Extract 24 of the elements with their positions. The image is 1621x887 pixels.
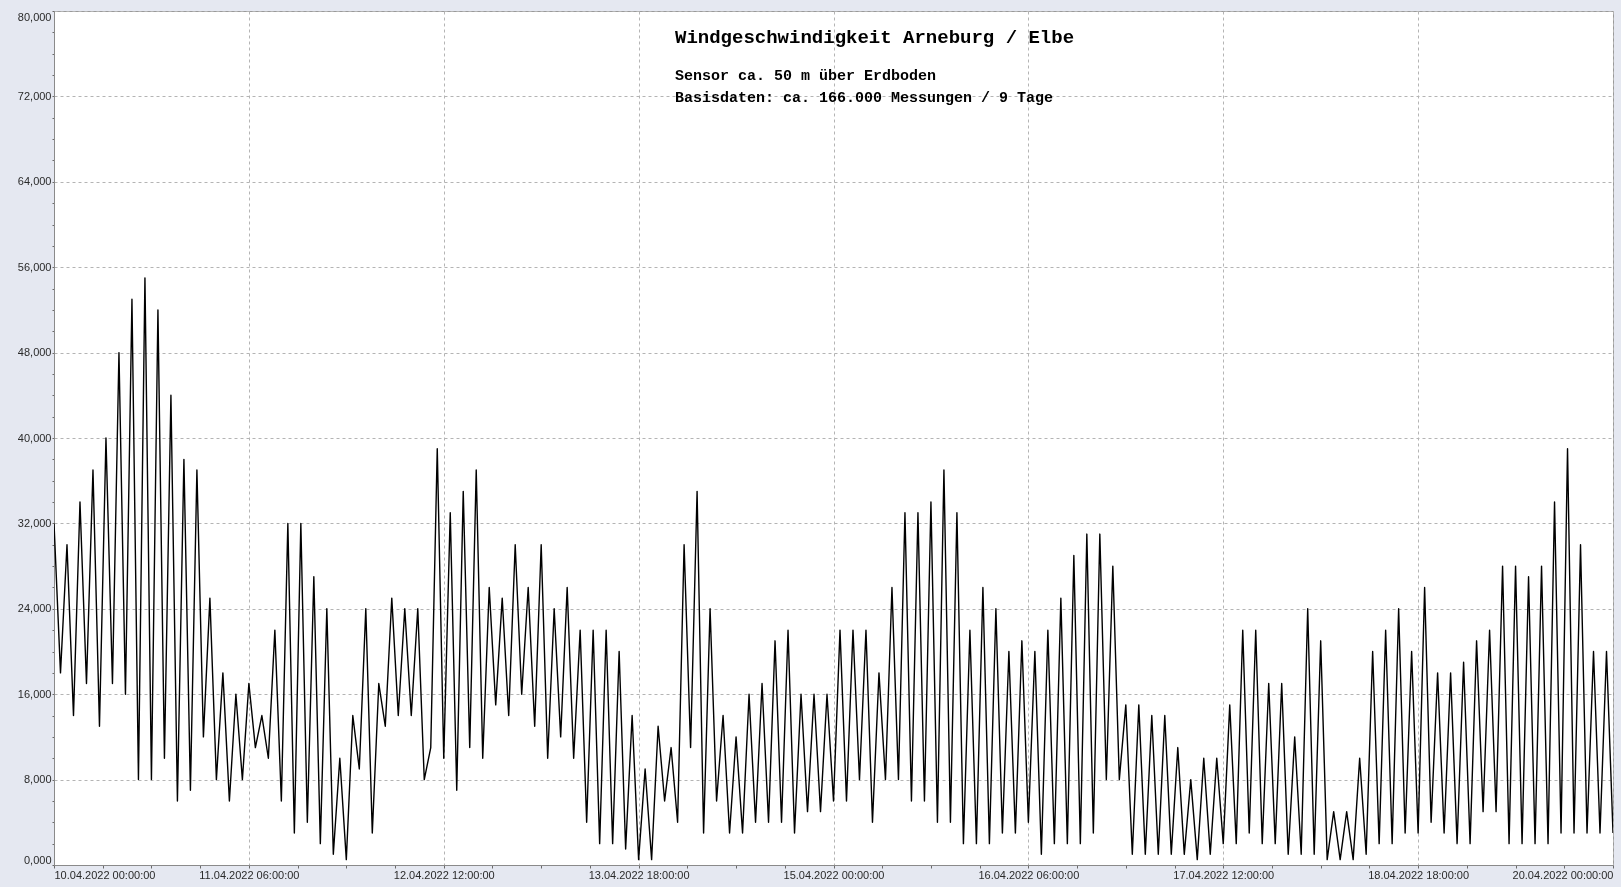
x-tick-label: 20.04.2022 00:00:00 [1512, 868, 1614, 881]
x-tick-label: 16.04.2022 06:00:00 [978, 868, 1080, 881]
x-tick-label: 10.04.2022 00:00:00 [54, 868, 156, 881]
x-tick-label: 18.04.2022 18:00:00 [1368, 868, 1470, 881]
y-tick-label: 0,000 [23, 853, 52, 866]
x-tick-label: 12.04.2022 12:00:00 [393, 868, 495, 881]
y-tick-label: 16,000 [17, 687, 52, 700]
text: Sensor ca. 50 m über Erdboden [675, 67, 937, 85]
y-tick-label: 56,000 [17, 260, 52, 273]
y-tick-label: 80,000 [17, 10, 52, 23]
text: Windgeschwindigkeit Arneburg / Elbe [675, 26, 1075, 49]
y-tick-label: 72,000 [17, 89, 52, 102]
x-tick-label: 11.04.2022 06:00:00 [199, 868, 300, 881]
y-tick-label: 48,000 [17, 346, 52, 359]
y-tick-label: 24,000 [17, 602, 52, 615]
x-tick-label: 17.04.2022 12:00:00 [1173, 868, 1275, 881]
annotation: Basisdaten: ca. 166.000 Messungen / 9 Tage [675, 89, 1054, 107]
x-tick-label: 13.04.2022 18:00:00 [588, 868, 690, 881]
x-tick-label: 15.04.2022 00:00:00 [783, 868, 885, 881]
line-series [54, 277, 1613, 861]
y-tick-label: 64,000 [17, 175, 52, 188]
y-tick-label: 40,000 [17, 431, 52, 444]
y-tick-label: 8,000 [23, 773, 52, 786]
y-tick-label: 32,000 [17, 516, 52, 529]
